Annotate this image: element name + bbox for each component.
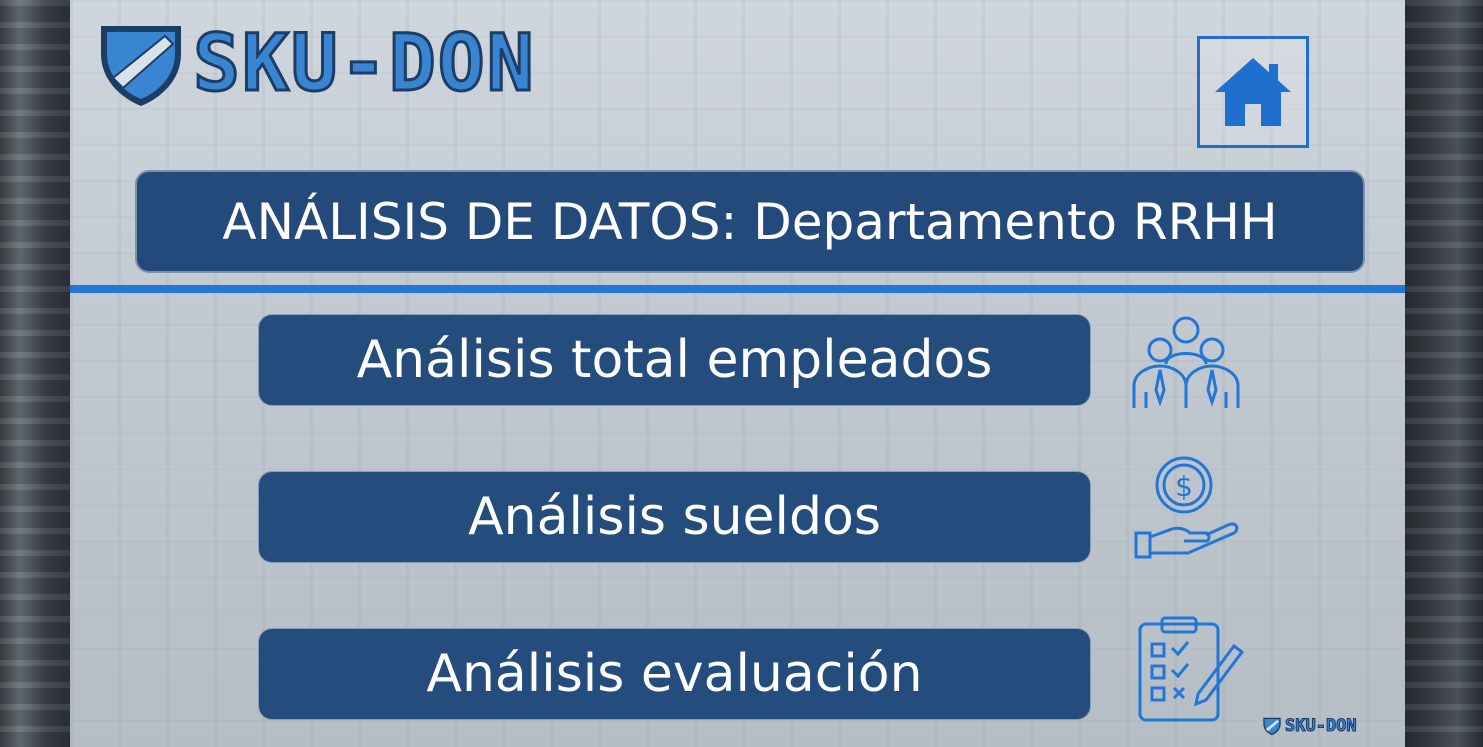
shield-icon (101, 26, 181, 106)
salaries-analysis-button[interactable]: Análisis sueldos (258, 471, 1091, 563)
svg-text:$: $ (1175, 470, 1193, 503)
background-right-building (1405, 0, 1483, 747)
home-button[interactable] (1197, 36, 1309, 148)
footer-brand-name: SKU-DON (1285, 716, 1358, 737)
footer-brand-logo: SKU-DON (1262, 712, 1392, 740)
page-title-bar: ANÁLISIS DE DATOS: Departamento RRHH (135, 170, 1365, 273)
employees-group-icon (1132, 316, 1240, 408)
home-icon (1215, 58, 1291, 126)
evaluation-analysis-label: Análisis evaluación (426, 644, 923, 704)
employees-analysis-button[interactable]: Análisis total empleados (258, 314, 1091, 406)
header-divider (70, 285, 1405, 293)
background-left-building (0, 0, 70, 747)
employees-analysis-label: Análisis total empleados (356, 330, 993, 390)
evaluation-analysis-button[interactable]: Análisis evaluación (258, 628, 1091, 720)
brand-name: SKU-DON (192, 19, 536, 109)
salary-hand-coin-icon: $ (1134, 456, 1239, 559)
brand-logo: SKU-DON (95, 14, 625, 114)
salaries-analysis-label: Análisis sueldos (468, 487, 881, 547)
evaluation-checklist-icon (1138, 616, 1245, 722)
shield-icon (1263, 717, 1281, 736)
page-title: ANÁLISIS DE DATOS: Departamento RRHH (222, 192, 1278, 251)
